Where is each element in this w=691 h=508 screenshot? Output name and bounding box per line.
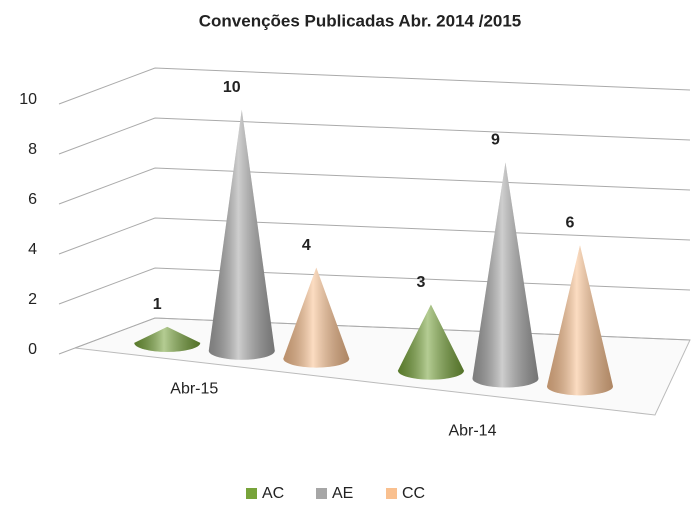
y-tick-label: 2 [28, 291, 37, 308]
value-label: 4 [302, 237, 311, 254]
cone-shade [472, 162, 539, 388]
grid-line [58, 167, 691, 205]
x-tick-label: Abr-15 [170, 380, 218, 397]
y-tick-label: 10 [19, 91, 37, 108]
grid-line [58, 217, 691, 255]
value-label: 9 [491, 132, 500, 149]
value-label: 6 [566, 215, 575, 232]
value-label: 3 [416, 274, 425, 291]
cone-shade [283, 267, 350, 368]
cone-shade [546, 245, 613, 396]
legend-swatch [316, 488, 327, 499]
value-label: 10 [223, 79, 241, 96]
legend-label: AE [332, 485, 353, 502]
legend-label: AC [262, 485, 284, 502]
legend-swatch [386, 488, 397, 499]
legend-swatch [246, 488, 257, 499]
chart-title: Convenções Publicadas Abr. 2014 /2015 [199, 11, 522, 30]
cone-shade [208, 109, 275, 360]
y-tick-label: 8 [28, 141, 37, 158]
cone-shade [397, 304, 464, 380]
y-tick-label: 0 [28, 341, 37, 358]
cone-shade [134, 326, 201, 352]
legend-label: CC [402, 485, 425, 502]
value-label: 1 [153, 296, 162, 313]
grid-line [58, 117, 691, 155]
y-tick-label: 6 [28, 191, 37, 208]
x-tick-label: Abr-14 [448, 423, 496, 440]
y-tick-label: 4 [28, 241, 37, 258]
grid-line [58, 67, 691, 105]
